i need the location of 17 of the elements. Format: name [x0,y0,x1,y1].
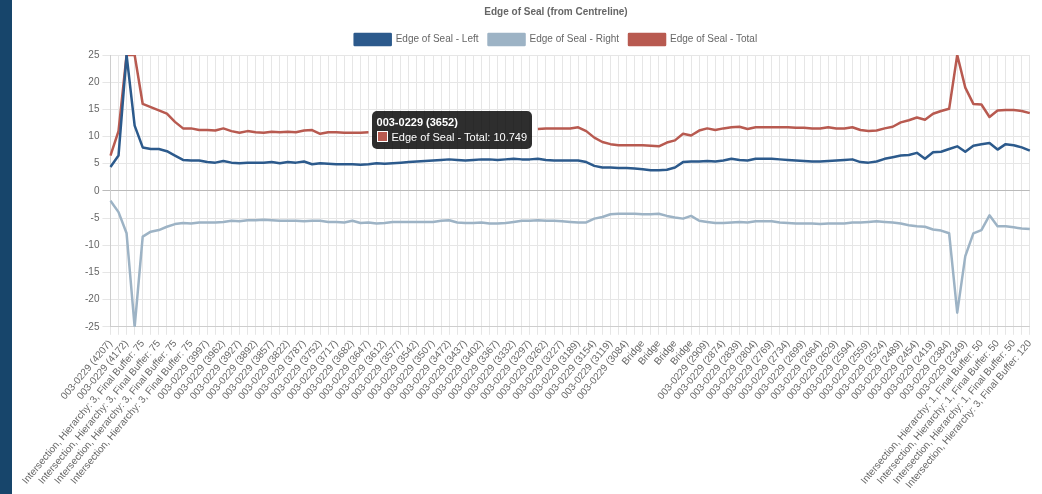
y-tick-label: -20 [85,293,100,305]
y-tick-label: 0 [93,184,100,196]
legend-label: Edge of Seal - Right [529,33,620,45]
y-tick-label: -15 [85,266,100,278]
y-tick-label: 20 [88,75,100,87]
y-tick-label: 15 [88,103,100,115]
y-tick-label: 25 [88,48,100,60]
y-tick-label: 10 [88,130,100,142]
y-tick-label: -10 [85,239,100,251]
y-tick-label: 5 [93,157,100,169]
legend-label: Edge of Seal - Total [670,33,758,45]
y-tick-label: -5 [90,211,100,223]
annotation: 003-0229 (3652) [376,115,459,130]
legend-label: Edge of Seal - Left [395,33,479,45]
chart-title: Edge of Seal (from Centreline) [484,5,628,17]
y-tick-label: -25 [85,320,100,332]
annotation: Edge of Seal - Total: 10.749 [390,130,528,145]
